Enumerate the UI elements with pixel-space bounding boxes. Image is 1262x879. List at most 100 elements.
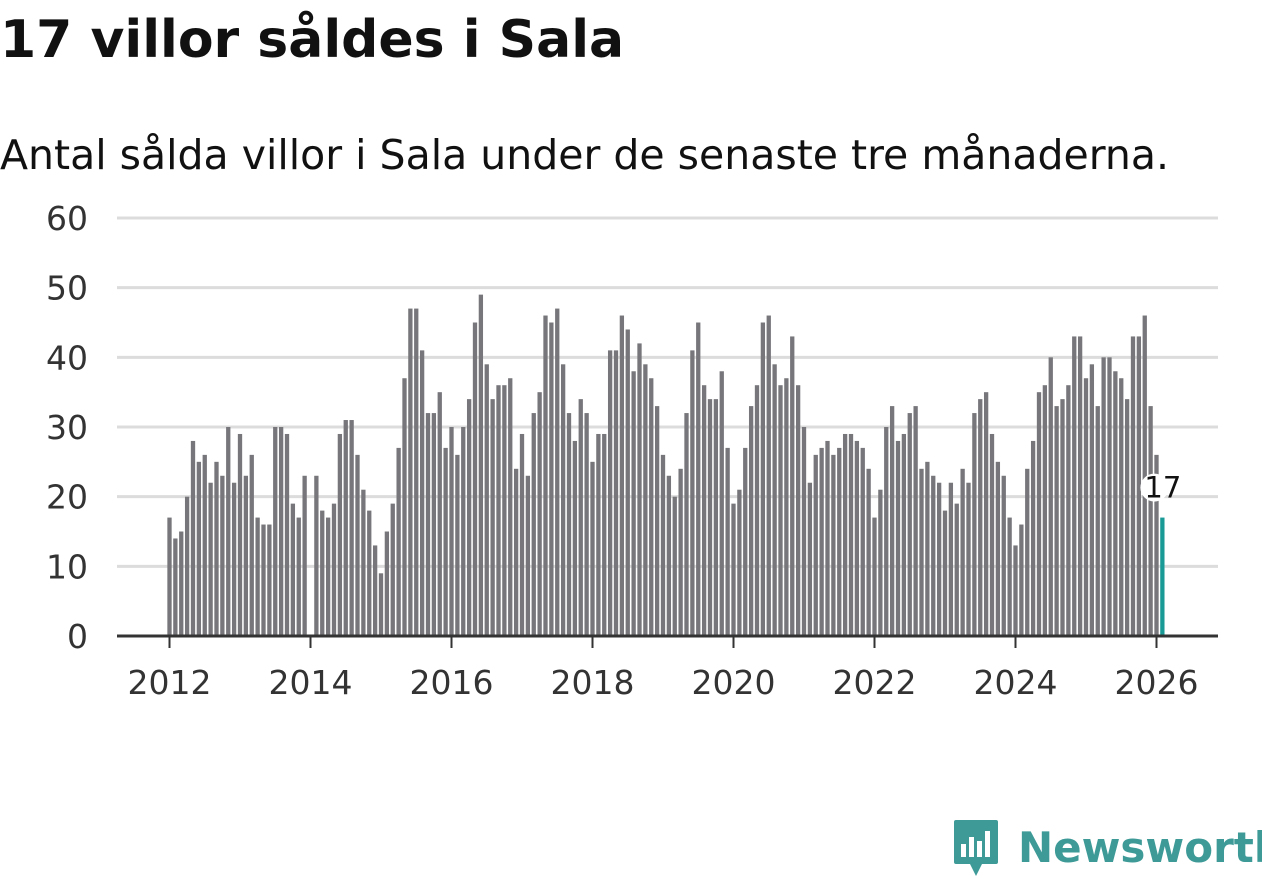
bar: [179, 531, 184, 636]
bar: [707, 399, 713, 636]
bar: [320, 510, 325, 636]
bar: [173, 538, 178, 636]
bar: [678, 468, 683, 636]
bar: [807, 482, 813, 636]
bar: [895, 440, 901, 636]
chart-subtitle: Antal sålda villor i Sala under de senas…: [0, 131, 1170, 179]
bar: [672, 496, 677, 636]
bar: [872, 517, 877, 636]
bar: [296, 517, 301, 636]
bar: [848, 433, 854, 636]
bar: [619, 315, 625, 636]
bar: [837, 447, 842, 636]
last-value-callout: 17: [1140, 471, 1181, 505]
bar: [960, 468, 965, 636]
bar: [778, 385, 783, 636]
bar: [290, 503, 296, 636]
bar: [737, 489, 742, 636]
y-tick-label: 60: [46, 199, 88, 238]
bar: [831, 454, 836, 636]
bar: [378, 573, 384, 636]
y-tick-label: 40: [46, 338, 88, 377]
bar: [513, 468, 519, 636]
bar: [208, 482, 213, 636]
x-tick-label: 2014: [269, 663, 353, 702]
bar: [202, 454, 207, 636]
bar: [449, 427, 454, 636]
bar: [390, 503, 395, 636]
bar: [560, 364, 566, 636]
bar: [519, 433, 525, 636]
bar: [466, 399, 472, 636]
bar: [743, 447, 748, 636]
bar: [496, 385, 501, 636]
bar: [508, 378, 513, 636]
bar: [1072, 336, 1077, 636]
y-tick-label: 10: [46, 547, 88, 586]
bar: [631, 371, 636, 636]
bar: [731, 503, 736, 636]
bar: [795, 385, 801, 636]
bar: [801, 427, 807, 636]
bar: [590, 461, 595, 636]
bar: [543, 315, 548, 636]
bar: [331, 503, 337, 636]
bar: [1007, 517, 1012, 636]
bar: [1019, 524, 1024, 636]
newsworthy-logo: Newsworthy: [952, 818, 1262, 878]
y-tick-label: 50: [46, 269, 88, 308]
bar: [525, 475, 531, 636]
bar: [1148, 406, 1153, 636]
bar: [190, 440, 196, 636]
bar: [713, 399, 719, 636]
bar: [572, 440, 578, 636]
bar: [531, 413, 536, 636]
bar: [1060, 399, 1065, 636]
bar: [478, 294, 484, 636]
bar: [666, 475, 672, 636]
bar: [243, 475, 249, 636]
bar: [537, 392, 542, 636]
bar: [966, 482, 971, 636]
bar: [913, 406, 918, 636]
bar: [549, 322, 554, 636]
bar: [1048, 357, 1053, 636]
bar: [502, 385, 507, 636]
x-tick-label: 2026: [1115, 663, 1199, 702]
bar: [719, 371, 724, 636]
bar: [255, 517, 260, 636]
bar: [1101, 357, 1106, 636]
bar: [214, 461, 219, 636]
bar: [1107, 357, 1112, 636]
bar: [784, 378, 789, 636]
bar: [866, 468, 871, 636]
bar: [443, 447, 448, 636]
bar: [425, 413, 431, 636]
bar: [596, 433, 601, 636]
bar: [696, 322, 701, 636]
bar: [1013, 545, 1018, 636]
bar: [790, 336, 795, 636]
bar: [490, 399, 495, 636]
bar: [1036, 392, 1042, 636]
bar: [983, 392, 989, 636]
bar: [1066, 385, 1071, 636]
x-tick-label: 2016: [410, 663, 494, 702]
bar: [578, 399, 583, 636]
bar: [361, 489, 366, 636]
bar: [643, 364, 648, 636]
bar: [284, 433, 290, 636]
bar: [1142, 315, 1147, 636]
bar: [925, 461, 930, 636]
bar: [813, 454, 818, 636]
bar: [1154, 454, 1159, 636]
bar: [555, 308, 560, 636]
x-tick-label: 2022: [833, 663, 917, 702]
bar: [396, 447, 401, 636]
bar: [978, 399, 983, 636]
bar: [995, 461, 1001, 636]
y-tick-label: 30: [46, 408, 88, 447]
bar: [249, 454, 254, 636]
bar: [772, 364, 777, 636]
bar: [637, 343, 642, 636]
